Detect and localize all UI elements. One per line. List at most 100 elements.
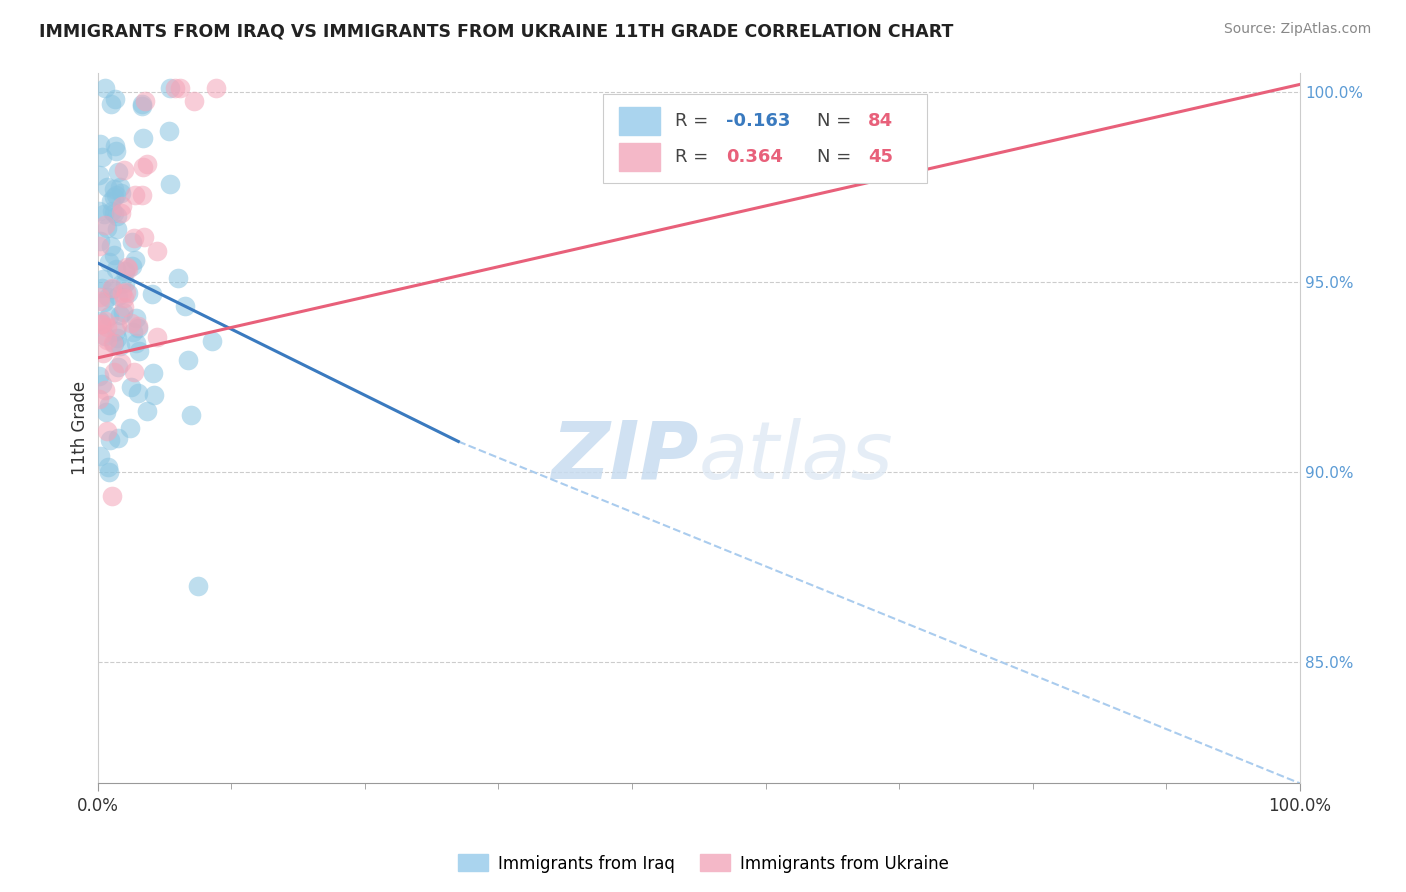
Point [93, 207, 115, 221]
Point [94, 329, 117, 343]
Text: N =: N = [817, 112, 856, 130]
Point [131, 97, 153, 112]
Text: 0.364: 0.364 [727, 148, 783, 166]
Point [114, 276, 136, 290]
Point [89, 449, 111, 463]
Point [117, 286, 139, 301]
Point [110, 286, 132, 301]
Point [167, 271, 190, 285]
Point [107, 431, 129, 445]
Point [110, 205, 132, 219]
Point [103, 248, 125, 262]
Point [120, 316, 142, 330]
Point [108, 308, 131, 322]
Point [107, 289, 129, 303]
Point [89, 239, 111, 253]
Text: atlas: atlas [699, 417, 894, 496]
Point [87, 168, 110, 182]
Text: ZIP: ZIP [551, 417, 699, 496]
Point [97, 465, 120, 479]
Point [96, 424, 118, 438]
FancyBboxPatch shape [620, 143, 661, 171]
Text: IMMIGRANTS FROM IRAQ VS IMMIGRANTS FROM UKRAINE 11TH GRADE CORRELATION CHART: IMMIGRANTS FROM IRAQ VS IMMIGRANTS FROM … [39, 22, 953, 40]
Point [124, 365, 146, 379]
Point [104, 187, 127, 202]
Point [101, 336, 124, 351]
Point [110, 186, 132, 201]
Point [89, 294, 111, 309]
Point [187, 579, 209, 593]
Point [108, 339, 131, 353]
Text: R =: R = [675, 112, 714, 130]
Point [104, 139, 127, 153]
Point [112, 301, 135, 315]
Point [91, 345, 114, 359]
Point [105, 331, 128, 345]
Point [89, 137, 111, 152]
Text: N =: N = [817, 148, 856, 166]
Point [108, 179, 131, 194]
Text: 84: 84 [869, 112, 893, 130]
Point [105, 319, 128, 334]
Point [98, 433, 121, 447]
Point [100, 194, 122, 208]
Point [104, 144, 127, 158]
Point [87, 392, 110, 406]
Point [136, 157, 159, 171]
Text: 45: 45 [869, 148, 893, 166]
Point [100, 204, 122, 219]
Point [125, 311, 148, 326]
Point [103, 365, 125, 379]
Point [90, 317, 112, 331]
Point [142, 367, 165, 381]
Point [94, 383, 117, 397]
Point [91, 272, 114, 286]
Point [141, 287, 163, 301]
Point [97, 289, 120, 303]
Point [96, 319, 118, 334]
Point [125, 335, 148, 350]
Point [100, 238, 122, 252]
Point [93, 295, 115, 310]
Point [124, 188, 146, 202]
Point [127, 385, 149, 400]
Point [90, 150, 112, 164]
Point [110, 277, 132, 291]
Point [94, 218, 117, 232]
Point [89, 290, 111, 304]
Point [96, 179, 118, 194]
Point [97, 460, 120, 475]
Point [127, 320, 149, 334]
Point [98, 255, 121, 269]
Point [107, 360, 129, 375]
FancyBboxPatch shape [603, 95, 928, 183]
Point [103, 190, 125, 204]
Point [101, 282, 124, 296]
Point [180, 408, 202, 422]
Point [115, 285, 138, 299]
Point [163, 81, 186, 95]
Point [89, 368, 111, 383]
Point [103, 182, 125, 196]
Point [205, 81, 228, 95]
Point [101, 489, 124, 503]
Point [127, 318, 149, 333]
Text: Source: ZipAtlas.com: Source: ZipAtlas.com [1223, 22, 1371, 37]
FancyBboxPatch shape [620, 107, 661, 136]
Point [114, 264, 136, 278]
Point [159, 81, 181, 95]
Point [145, 329, 167, 343]
Y-axis label: 11th Grade: 11th Grade [72, 381, 89, 475]
Point [118, 420, 141, 434]
Point [89, 317, 111, 331]
Point [132, 161, 155, 175]
Point [131, 98, 153, 112]
Point [135, 404, 157, 418]
Point [132, 229, 155, 244]
Point [94, 405, 117, 419]
Point [134, 94, 156, 108]
Point [183, 94, 205, 108]
Point [122, 325, 145, 339]
Legend: Immigrants from Iraq, Immigrants from Ukraine: Immigrants from Iraq, Immigrants from Uk… [451, 847, 955, 880]
Point [96, 220, 118, 235]
